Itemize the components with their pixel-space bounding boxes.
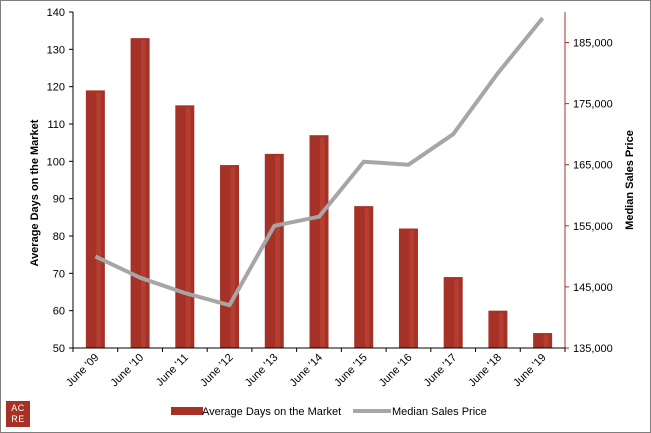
x-tick-label-4: June '13 xyxy=(243,352,281,390)
right-axis-ticks: 135,000 145,000 155,000 165,000 175,000 185,0… xyxy=(565,38,613,355)
x-tick-label-6: June '15 xyxy=(332,352,370,390)
x-axis-ticks: June '09 June '10 June '11 June '12 June '13… xyxy=(64,348,566,390)
right-axis-title: Median Sales Price xyxy=(624,130,636,230)
left-tick-label-2: 70 xyxy=(53,268,65,280)
left-tick-label-9: 140 xyxy=(47,7,65,19)
bar-highlight-10 xyxy=(543,335,549,348)
x-tick-label-7: June '16 xyxy=(377,352,415,390)
bar-highlight-1 xyxy=(141,40,146,349)
left-tick-label-3: 80 xyxy=(53,231,65,243)
bar-days-8 xyxy=(443,277,463,348)
left-tick-label-0: 50 xyxy=(53,343,65,355)
bar-days-0 xyxy=(85,90,105,349)
bar-highlight-2 xyxy=(185,107,191,348)
x-tick-label-1: June '10 xyxy=(109,352,147,390)
bar-days-4 xyxy=(264,153,284,348)
legend-label-price: Median Sales Price xyxy=(392,406,487,418)
line-median-price xyxy=(94,16,545,308)
right-tick-label-1: 145,000 xyxy=(573,282,613,294)
x-tick-label-8: June '17 xyxy=(422,352,460,390)
bar-days-5 xyxy=(309,135,329,348)
logo-line-2: RE xyxy=(11,414,25,424)
bar-days-10 xyxy=(533,333,553,348)
bar-highlight-0 xyxy=(96,92,102,349)
left-tick-label-4: 90 xyxy=(53,194,65,206)
x-tick-label-3: June '12 xyxy=(198,352,236,390)
x-tick-label-5: June '14 xyxy=(287,352,325,390)
right-tick-label-2: 155,000 xyxy=(573,221,613,233)
bar-highlight-8 xyxy=(454,279,459,348)
logo-line-1: AC xyxy=(11,403,25,413)
right-tick-label-4: 175,000 xyxy=(573,99,613,111)
bar-highlight-9 xyxy=(498,312,504,348)
bar-days-3 xyxy=(220,165,240,348)
bar-highlight-7 xyxy=(409,230,415,348)
legend-swatch-days xyxy=(171,407,203,415)
bar-days-6 xyxy=(354,206,374,348)
right-tick-label-0: 135,000 xyxy=(573,343,613,355)
bar-highlight-4 xyxy=(275,155,280,348)
bar-highlight-6 xyxy=(364,208,370,348)
left-tick-label-1: 60 xyxy=(53,306,65,318)
bar-days-2 xyxy=(175,105,195,348)
acre-logo: AC RE xyxy=(6,401,30,427)
right-tick-label-5: 185,000 xyxy=(573,38,613,50)
left-axis-ticks: 50 60 70 80 90 100 110 120 130 140 xyxy=(47,7,73,355)
left-tick-label-5: 100 xyxy=(47,156,65,168)
legend: Average Days on the Market Median Sales … xyxy=(171,406,487,418)
left-axis-title: Average Days on the Market xyxy=(29,119,41,266)
right-tick-label-3: 165,000 xyxy=(573,160,613,172)
x-tick-label-10: June '19 xyxy=(511,352,549,390)
left-tick-label-8: 130 xyxy=(47,44,65,56)
bar-days-9 xyxy=(488,310,508,348)
x-tick-label-9: June '18 xyxy=(466,352,504,390)
x-tick-label-0: June '09 xyxy=(64,352,102,390)
bar-highlight-3 xyxy=(230,167,236,348)
bar-days-1 xyxy=(130,38,150,349)
left-tick-label-6: 110 xyxy=(47,119,65,131)
x-tick-label-2: June '11 xyxy=(154,352,191,389)
plot-area xyxy=(72,12,566,349)
bar-days-7 xyxy=(398,228,418,348)
legend-label-days: Average Days on the Market xyxy=(202,406,341,418)
left-tick-label-7: 120 xyxy=(47,82,65,94)
bar-highlight-5 xyxy=(319,137,325,348)
